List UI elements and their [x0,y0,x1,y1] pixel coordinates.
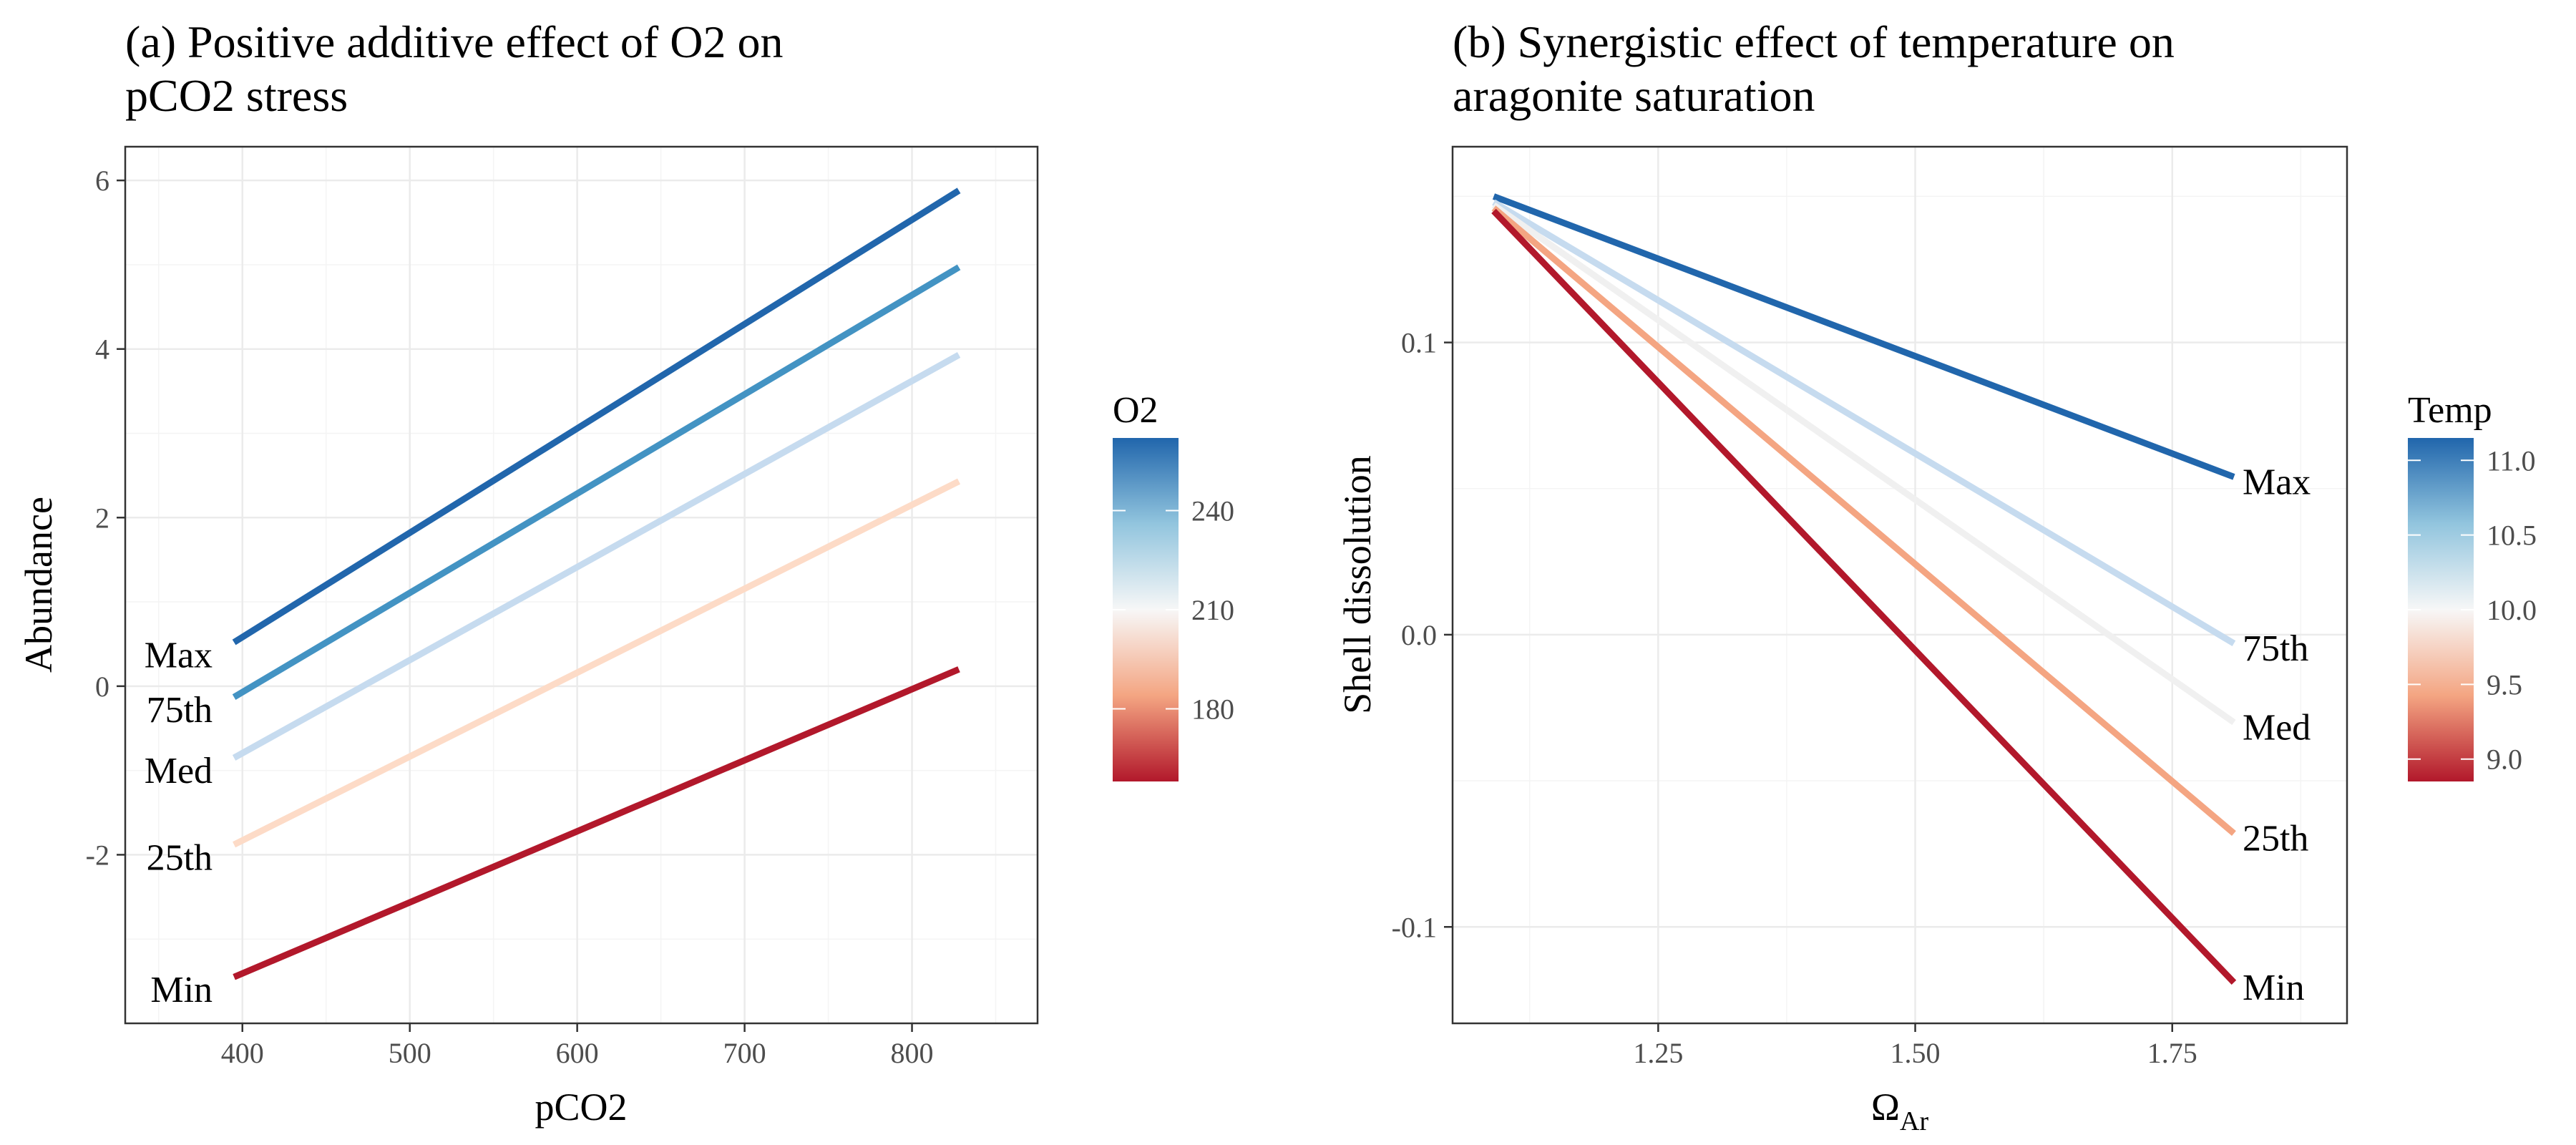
x-tick-label: 800 [891,1037,934,1069]
y-tick-label: 2 [95,502,109,534]
x-tick-label: 1.75 [2147,1037,2197,1069]
legend-tick-label: 210 [1191,594,1234,626]
series-label-min: Min [150,970,213,1010]
series-line-75th [232,264,961,701]
chart-title-line-1: (b) Synergistic effect of temperature on [1453,16,2175,67]
panel-b: 1.25 1.50 1.75 -0.1 0.0 0.1 Max 75th Med 25th Min (… [1336,16,2537,1136]
x-tick-label: 400 [221,1037,264,1069]
y-tick-label: -0.1 [1392,911,1437,943]
legend-tick-label: 10.5 [2487,520,2537,552]
y-tick-label: 4 [95,333,109,366]
y-tick-label: 6 [95,165,109,197]
x-axis-label: ΩAr [1871,1086,1929,1136]
chart-title-line-2: aragonite saturation [1453,70,1815,121]
series-line-med [232,352,961,761]
x-axis-label: pCO2 [535,1086,627,1129]
series-label-75th: 75th [2243,628,2308,669]
legend-title: Temp [2408,390,2492,431]
y-axis-label: Shell dissolution [1336,455,1379,714]
panel-a: 400 500 600 700 800 -2 0 2 4 6 Max 75th Med 25th Min (a… [17,16,1234,1129]
y-tick-label: 0 [95,671,109,703]
series-line-25th [1491,205,2236,837]
series-line-med [1491,202,2236,726]
series-label-25th: 25th [147,837,213,878]
plot-border [1451,145,2348,1025]
series-line-max [1492,193,2235,480]
legend-tick-label: 10.0 [2487,594,2537,626]
y-tick-label: 0.0 [1401,619,1437,651]
series-label-75th: 75th [147,690,213,731]
legend-tick-label: 9.0 [2487,744,2522,776]
series-label-max: Max [145,635,213,676]
series-label-min: Min [2243,968,2305,1008]
x-axis-label-subscript: Ar [1900,1106,1928,1136]
x-tick-label: 1.50 [1890,1037,1941,1069]
legend-tick-label: 240 [1191,495,1234,527]
legend-title: O2 [1113,390,1158,431]
y-tick-label: -2 [86,839,109,871]
series-line-min [233,666,960,980]
series-line-min [1491,208,2237,985]
series-label-25th: 25th [2243,819,2308,859]
series-label-med: Med [145,751,213,791]
chart-title-line-1: (a) Positive additive effect of O2 on [125,16,783,67]
series-line-25th [233,478,961,848]
x-axis-label-main: Ω [1871,1086,1900,1129]
series-line-max [232,187,961,645]
series-label-max: Max [2243,462,2311,502]
x-tick-label: 600 [556,1037,599,1069]
x-tick-label: 500 [389,1037,431,1069]
chart-title-line-2: pCO2 stress [125,70,348,121]
x-tick-label: 700 [723,1037,766,1069]
x-axis-label-main: pCO2 [535,1086,627,1129]
plot-background [1453,147,2347,1023]
plot-background [125,147,1038,1023]
y-axis-label: Abundance [17,497,60,673]
y-tick-label: 0.1 [1401,327,1437,359]
series-line-75th [1492,199,2236,647]
legend-tick-label: 9.5 [2487,668,2522,701]
plot-border [124,145,1039,1025]
series-label-med: Med [2243,707,2311,748]
legend-tick-label: 180 [1191,693,1234,725]
x-tick-label: 1.25 [1633,1037,1683,1069]
legend-tick-label: 11.0 [2487,444,2536,477]
